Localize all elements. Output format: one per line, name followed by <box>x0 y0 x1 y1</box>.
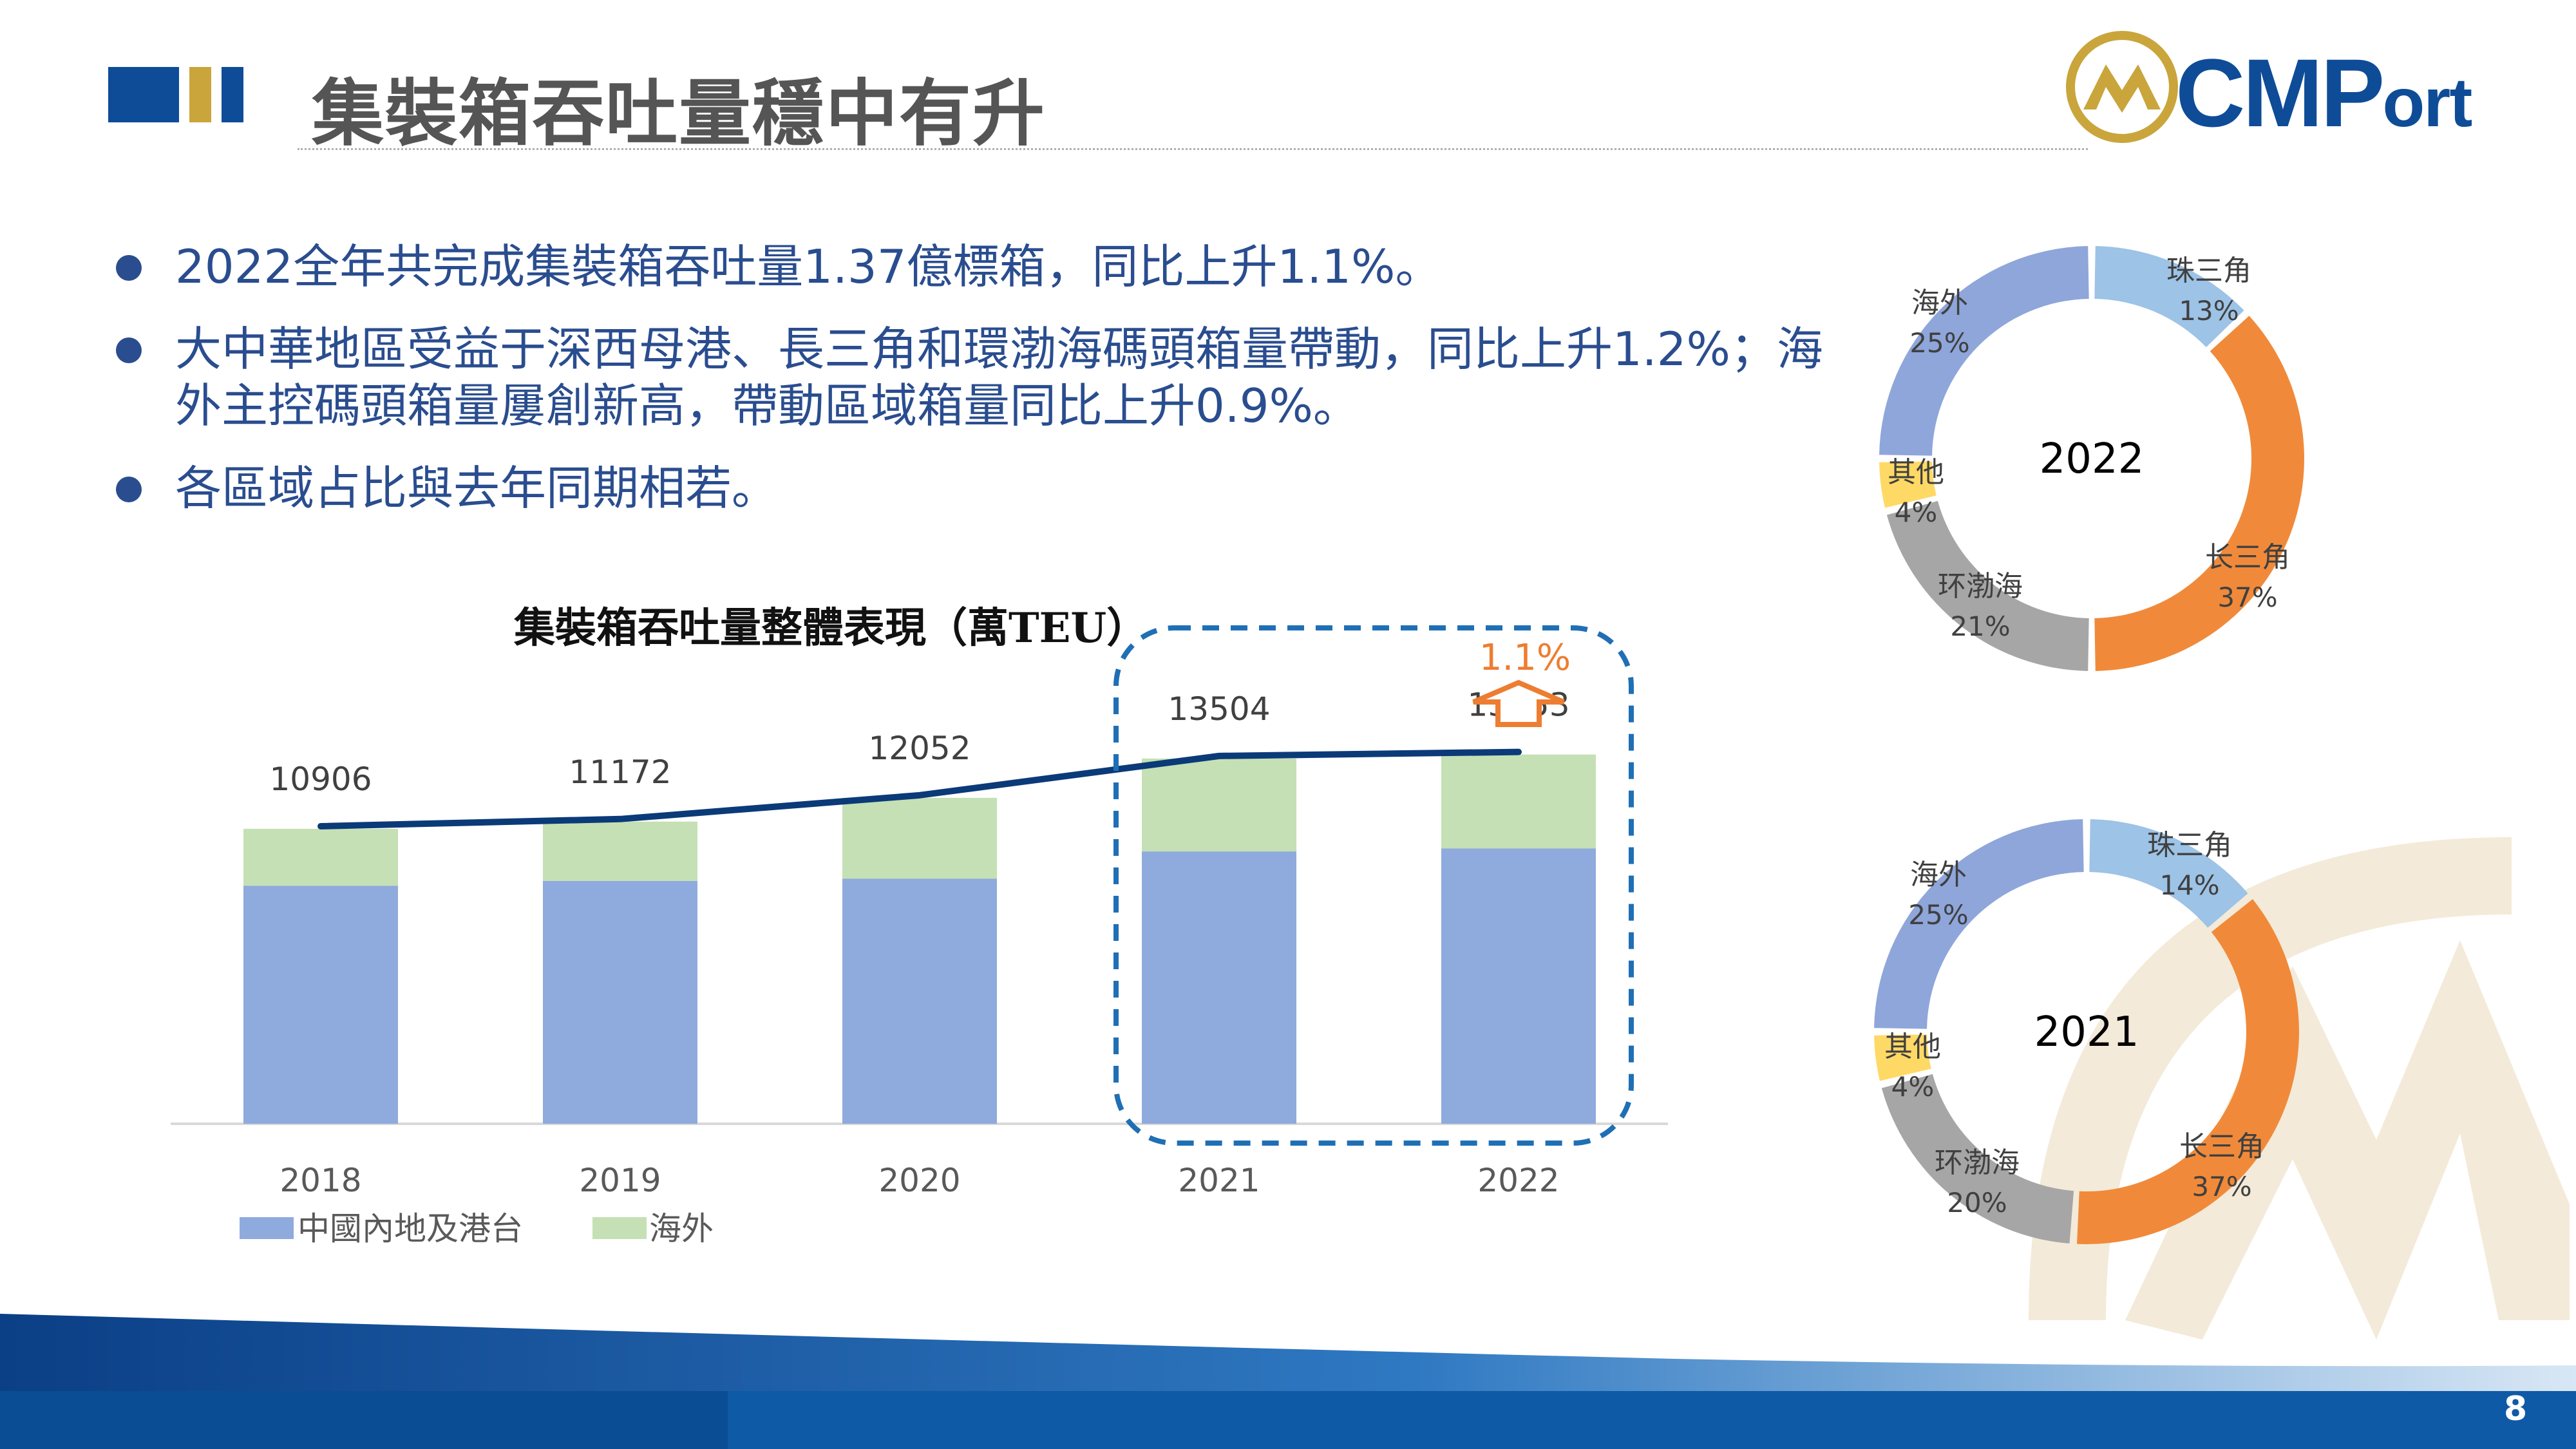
donut-slice-2021-0 <box>2089 819 2248 928</box>
total-data-label: 10906 <box>269 761 372 798</box>
bullet-item: 2022全年共完成集裝箱吞吐量1.37億標箱，同比上升1.1%。 <box>113 238 1852 295</box>
legend-label-overseas: 海外 <box>649 1210 714 1247</box>
donut-slice-label: 海外 <box>1910 858 1967 891</box>
bar-mainland-2021 <box>1142 851 1296 1124</box>
donut-slice-2022-2 <box>1886 500 2089 671</box>
donut-slice-value: 25% <box>1909 327 1969 359</box>
total-data-label: 12052 <box>868 730 971 767</box>
bar-overseas-2019 <box>543 821 697 881</box>
x-tick-label: 2019 <box>579 1162 661 1199</box>
donut-slice-2021-3 <box>1874 1034 1931 1081</box>
donut-slice-label: 珠三角 <box>2166 254 2251 287</box>
bar-overseas-2022 <box>1441 754 1596 849</box>
x-tick-label: 2020 <box>878 1162 960 1199</box>
donut-slice-value: 37% <box>2192 1171 2251 1202</box>
donut-slice-2022-4 <box>1879 246 2089 456</box>
bar-chart-title: 集裝箱吞吐量整體表現（萬TEU） <box>514 604 1148 652</box>
page-number: 8 <box>2504 1390 2528 1428</box>
donut-center-year: 2021 <box>2034 1009 2139 1056</box>
total-data-label: 13504 <box>1168 690 1270 728</box>
donut-slice-value: 4% <box>1891 1071 1935 1103</box>
bullet-item: 大中華地區受益于深西母港、長三角和環渤海碼頭箱量帶動，同比上升1.2%；海外主控… <box>113 321 1852 434</box>
x-tick-label: 2022 <box>1477 1162 1559 1199</box>
donut-slice-value: 4% <box>1895 497 1938 528</box>
bar-overseas-2018 <box>243 828 398 886</box>
page-title: 集裝箱吞吐量穩中有升 <box>312 72 1046 156</box>
donut-slice-label: 环渤海 <box>1938 570 2023 603</box>
growth-annotation: 1.1% <box>1479 637 1571 679</box>
donut-slice-label: 长三角 <box>2179 1130 2264 1163</box>
donut-slice-value: 25% <box>1908 899 1968 931</box>
donut-slice-label: 海外 <box>1911 287 1968 319</box>
donut-slice-label: 其他 <box>1888 456 1944 489</box>
bar-mainland-2020 <box>842 878 997 1124</box>
highlight-box <box>1113 625 1634 1146</box>
bar-mainland-2019 <box>543 880 697 1124</box>
total-data-label: 11172 <box>569 753 671 791</box>
donut-slice-2021-4 <box>1874 819 2084 1029</box>
donut-slice-value: 13% <box>2179 295 2239 327</box>
donut-slice-label: 环渤海 <box>1935 1146 2020 1179</box>
donut-slice-value: 20% <box>1947 1187 2007 1218</box>
total-line <box>317 748 1522 829</box>
donut-slice-label: 长三角 <box>2205 541 2290 574</box>
title-divider <box>298 148 2088 150</box>
donut-slice-2022-3 <box>1879 461 1937 508</box>
donut-slice-label: 珠三角 <box>2147 829 2232 862</box>
cmport-logo-icon <box>2066 31 2178 143</box>
logo-text-small: ort <box>2382 63 2472 141</box>
bullet-item: 各區域占比與去年同期相若。 <box>113 460 1852 516</box>
bar-mainland-2018 <box>243 886 398 1124</box>
legend-label-mainland: 中國內地及港台 <box>298 1210 523 1247</box>
legend-swatch-overseas <box>592 1217 647 1239</box>
donut-slice-value: 37% <box>2217 582 2277 613</box>
x-tick-label: 2021 <box>1178 1162 1260 1199</box>
donut-slice-2022-0 <box>2094 246 2244 348</box>
donut-slice-2021-2 <box>1881 1074 2074 1244</box>
logo-text-main: CMP <box>2175 39 2385 147</box>
bar-overseas-2021 <box>1142 758 1296 852</box>
donut-slice-2021-1 <box>2077 899 2300 1244</box>
bar-mainland-2022 <box>1441 848 1596 1124</box>
growth-arrow-icon <box>1472 679 1565 727</box>
donut-slice-2022-1 <box>2094 316 2305 671</box>
donut-slice-value: 14% <box>2159 869 2219 901</box>
donut-slice-value: 21% <box>1950 611 2010 642</box>
title-bars-icon <box>108 67 243 122</box>
x-tick-label: 2018 <box>279 1162 361 1199</box>
donut-slice-label: 其他 <box>1884 1030 1941 1063</box>
legend-swatch-mainland <box>240 1217 294 1239</box>
logo-text: CMPort <box>2175 37 2472 149</box>
donut-center-year: 2022 <box>2040 435 2145 483</box>
bar-overseas-2020 <box>842 797 997 879</box>
bullet-list: 2022全年共完成集裝箱吞吐量1.37億標箱，同比上升1.1%。 大中華地區受益… <box>113 238 1852 542</box>
